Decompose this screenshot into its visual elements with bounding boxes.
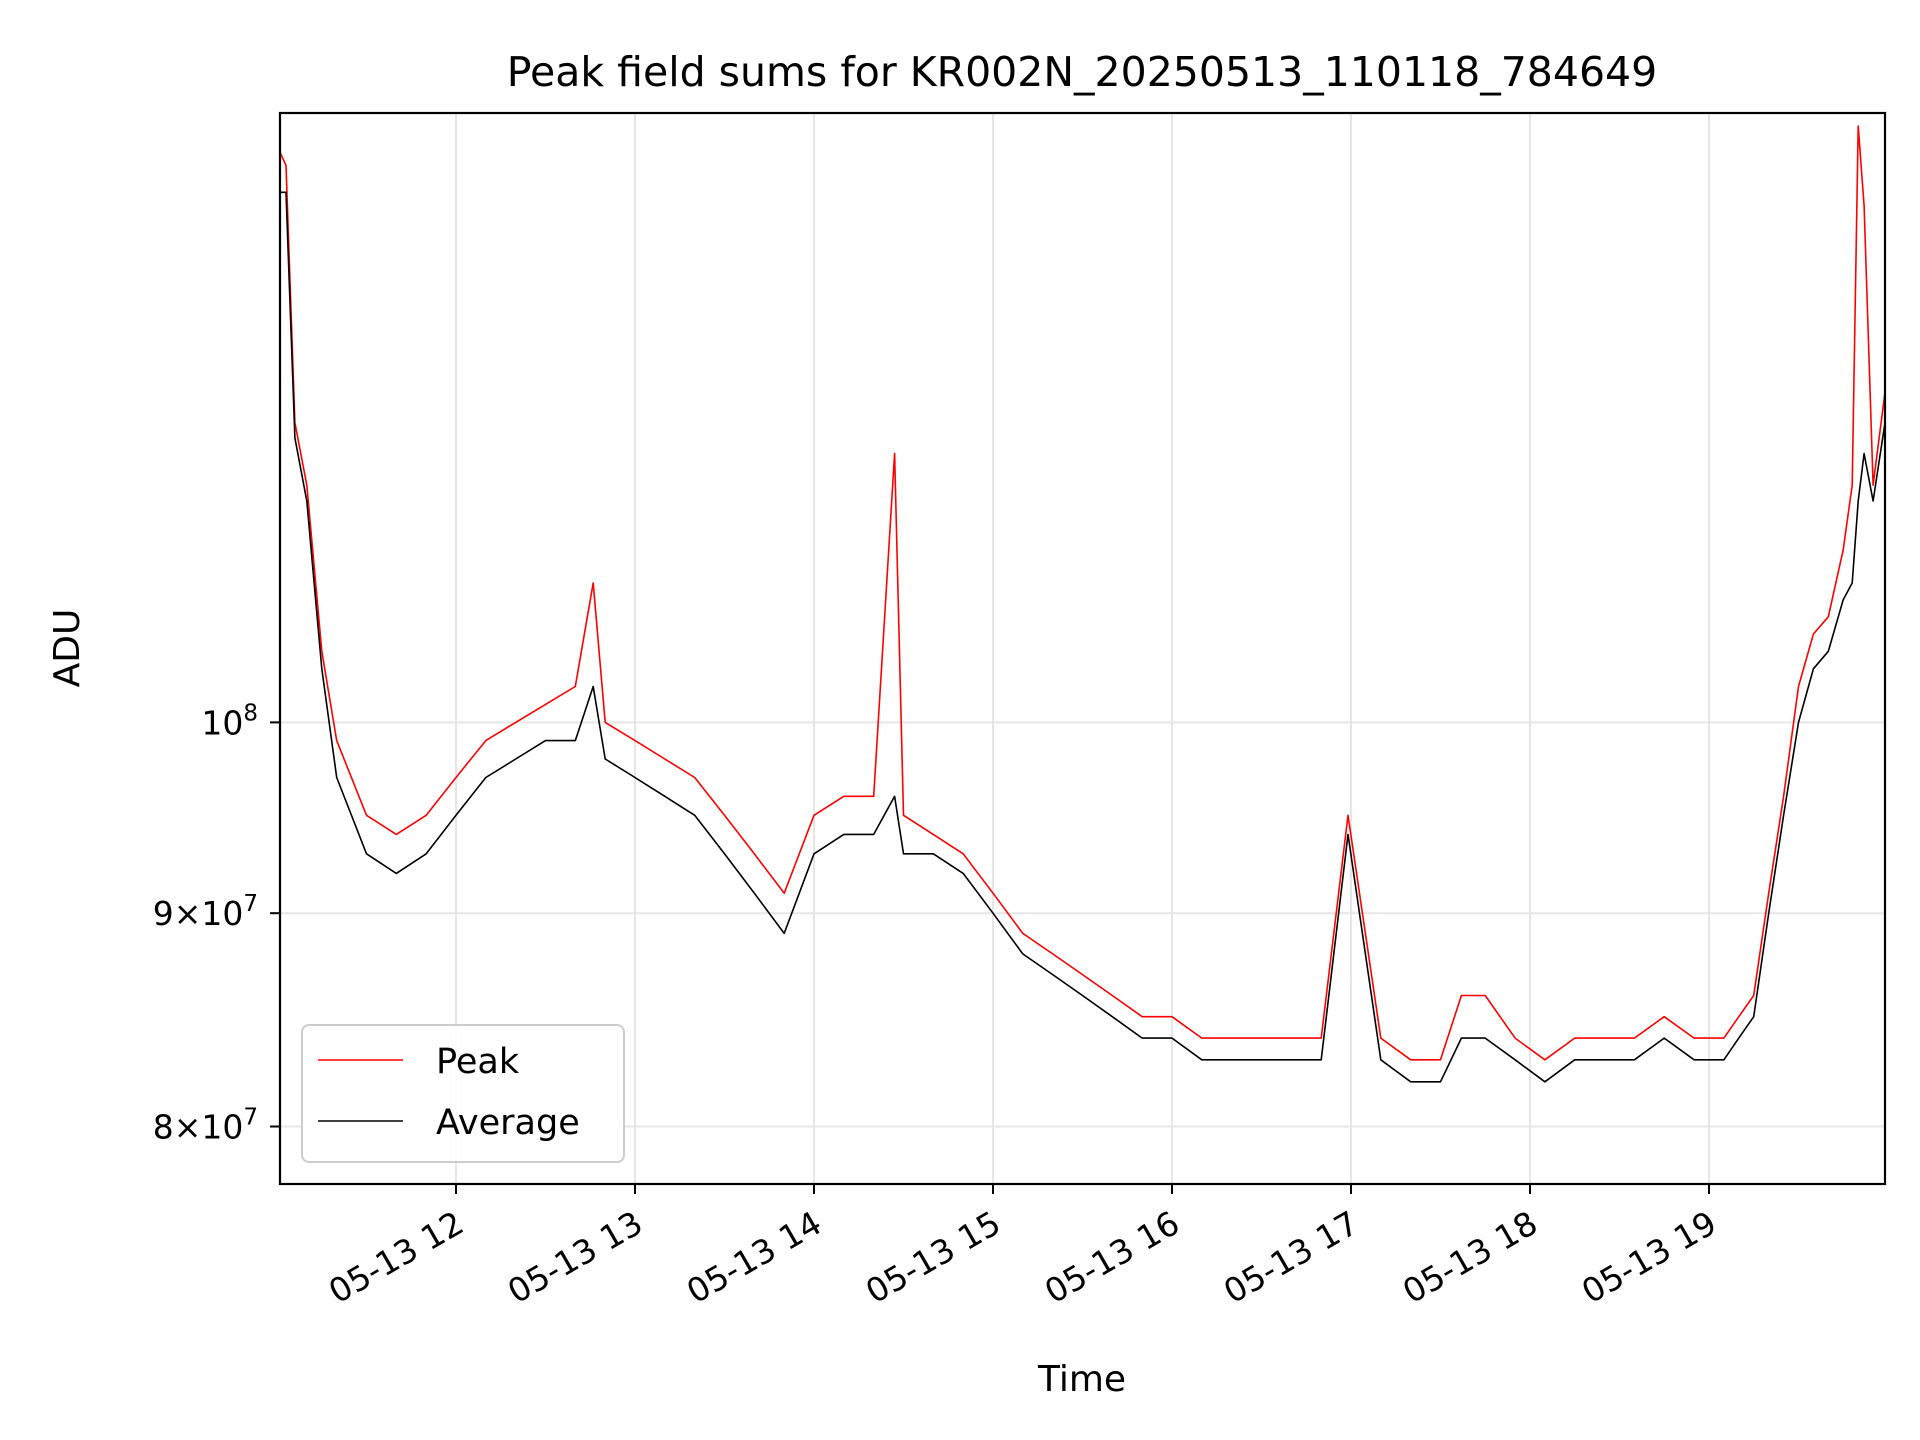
y-tick-label: 8×107 (153, 1105, 258, 1147)
y-axis-ticks: 8×107 9×107 108 (153, 700, 280, 1147)
series-layer (279, 125, 1886, 1083)
legend-label-peak: Peak (436, 1042, 520, 1082)
legend: Peak Average (301, 1024, 625, 1163)
series-line-average (280, 191, 1886, 1083)
y-axis-label: ADU (47, 609, 88, 688)
plot-area-frame (278, 111, 1887, 1186)
chart-title: Peak field sums for KR002N_20250513_1101… (507, 48, 1657, 96)
series-line-peak (279, 125, 1886, 1061)
y-tick-label: 108 (201, 700, 258, 742)
y-tick-label: 9×107 (153, 891, 258, 933)
legend-label-average: Average (436, 1103, 580, 1143)
x-axis-label: Time (1037, 1359, 1126, 1400)
